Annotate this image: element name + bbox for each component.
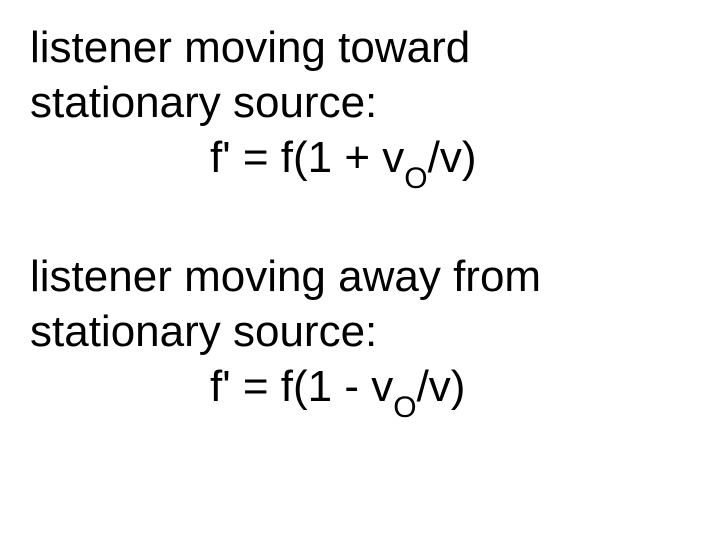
away-formula-prefix: f' = f(1 - v: [210, 362, 393, 411]
away-formula-subscript: O: [393, 391, 416, 424]
block-away: listener moving away from stationary sou…: [30, 249, 690, 420]
away-formula: f' = f(1 - vO/v): [30, 359, 690, 420]
toward-line-1: listener moving toward: [30, 20, 690, 75]
toward-formula-prefix: f' = f(1 + v: [210, 133, 404, 182]
toward-formula: f' = f(1 + vO/v): [30, 130, 690, 191]
toward-formula-suffix: /v): [428, 133, 477, 182]
away-line-2: stationary source:: [30, 304, 690, 359]
toward-line-2: stationary source:: [30, 75, 690, 130]
away-line-1: listener moving away from: [30, 249, 690, 304]
spacer: [30, 199, 690, 249]
away-formula-suffix: /v): [417, 362, 466, 411]
block-toward: listener moving toward stationary source…: [30, 20, 690, 191]
toward-formula-subscript: O: [404, 162, 427, 195]
